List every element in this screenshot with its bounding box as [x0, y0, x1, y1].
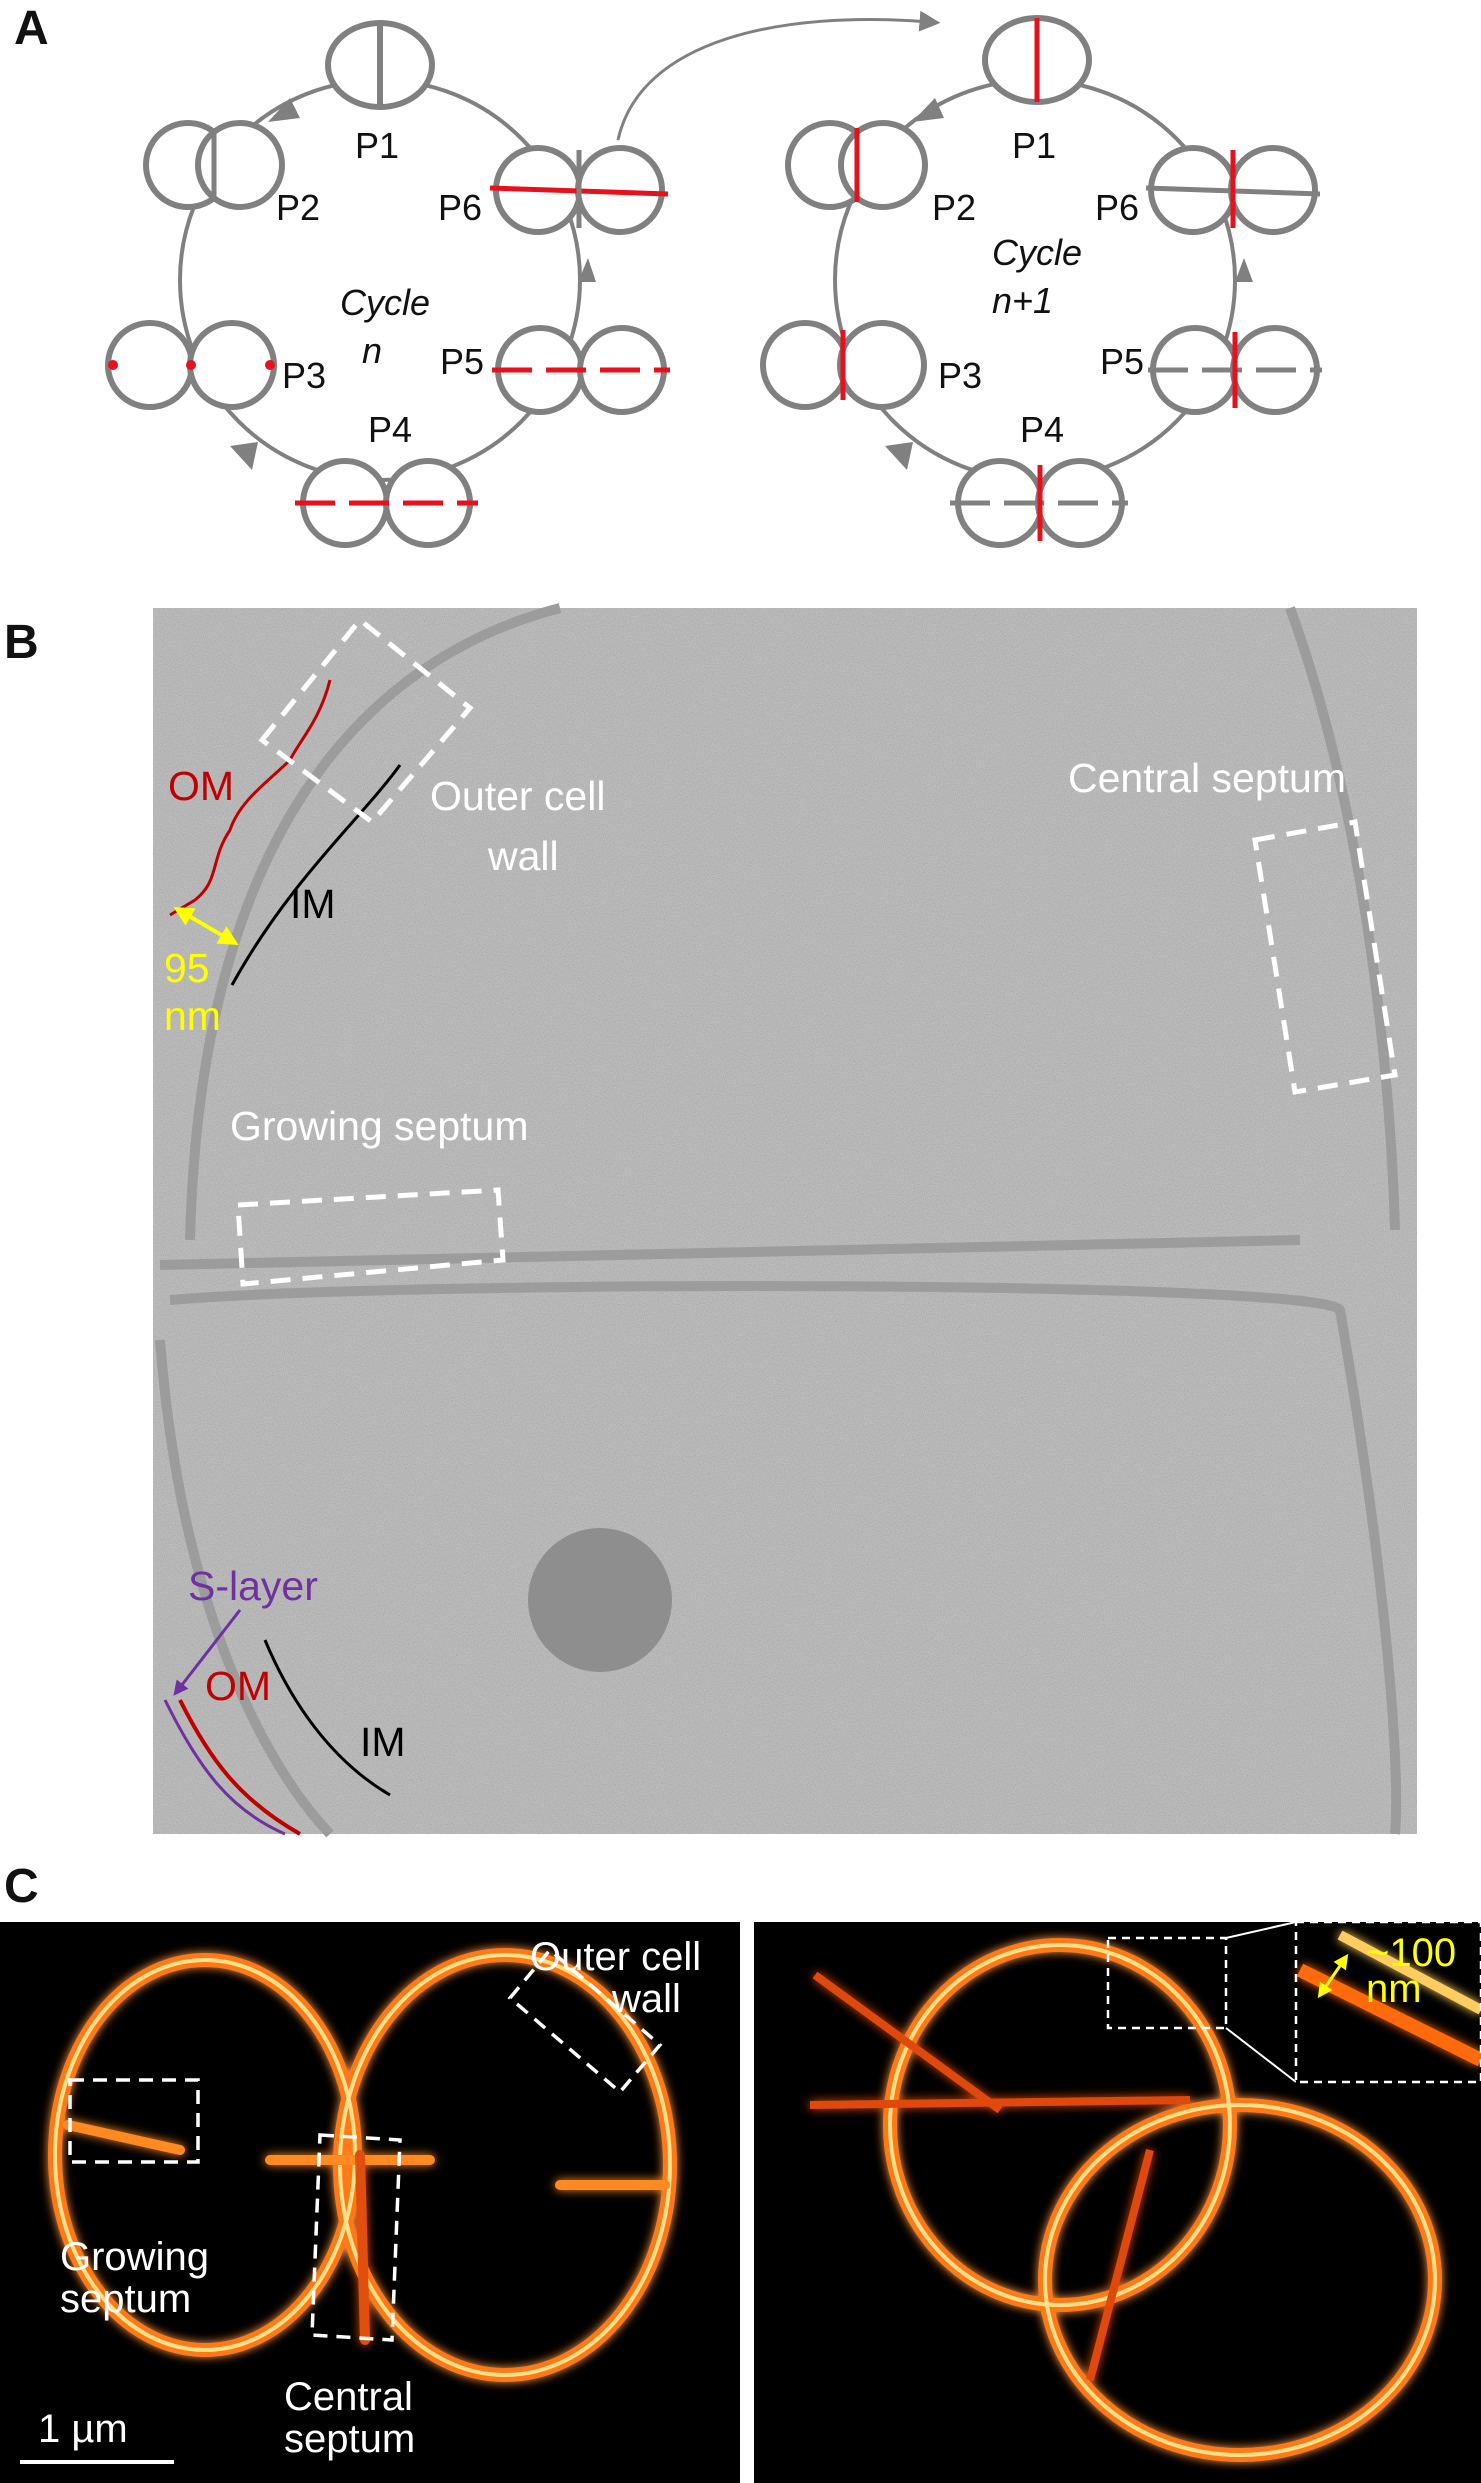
- om-label-top: OM: [168, 763, 234, 809]
- cycle-transition-arrow: [616, 10, 941, 141]
- panel-a: A: [14, 2, 1322, 548]
- growing-septum-label: Growing septum: [230, 1103, 529, 1149]
- dimension-arrow: [173, 906, 239, 946]
- inset-width-label-unit: nm: [1366, 1967, 1422, 2011]
- inset-width-label-value: ~100: [1366, 1931, 1456, 1975]
- em-cell-outlines: [155, 603, 1402, 1838]
- cycle-n-label-2: n: [362, 330, 382, 371]
- om-trace-bottom: [178, 1699, 301, 1836]
- cycle-n1-label-2: n+1: [992, 280, 1053, 321]
- cycle-n-label-1: Cycle: [340, 282, 430, 323]
- s-layer-label: S-layer: [188, 1563, 318, 1609]
- fluor-roi-boxes-left: [68, 1947, 663, 2342]
- outer-cell-wall-label-2: wall: [487, 833, 559, 879]
- roi-growing-septum: [235, 1187, 506, 1287]
- phase-label-p4: P4: [368, 409, 412, 450]
- phase-label-p2-b: P2: [932, 187, 976, 228]
- fluor-outer-cell-wall-label-2: wall: [611, 1977, 681, 2021]
- cycle-n1-division-marks: [840, 18, 1322, 541]
- panel-b: B OM IM 95 nm Outer cell wall: [4, 603, 1417, 1838]
- panel-a-label: A: [14, 2, 49, 55]
- phase-label-p1: P1: [355, 125, 399, 166]
- central-septum-label: Central septum: [1068, 755, 1346, 801]
- phase-label-p3: P3: [282, 355, 326, 396]
- inset-source-box: [1106, 1936, 1228, 2030]
- im-trace-top: [230, 764, 402, 986]
- fluor-central-septum-label-2: septum: [284, 2417, 415, 2461]
- cycle-n1-label-1: Cycle: [992, 232, 1082, 273]
- panel-c: C Outer cell wall Growing septum Central…: [0, 1860, 1481, 2483]
- phase-label-p6-b: P6: [1095, 187, 1139, 228]
- phase-label-p5: P5: [440, 341, 484, 382]
- phase-label-p4-b: P4: [1020, 409, 1064, 450]
- inset-box: [1296, 1922, 1481, 2082]
- phase-label-p6: P6: [438, 187, 482, 228]
- cycle-n1-cells: [760, 15, 1320, 548]
- s-layer-arrow: [173, 1609, 242, 1696]
- dimension-label-value: 95: [164, 945, 210, 991]
- cycle-n-ring-arrows: [230, 98, 596, 470]
- fluor-growing-septum-label-2: septum: [60, 2277, 191, 2321]
- panel-c-label: C: [4, 1860, 39, 1913]
- roi-outer-cell-wall: [258, 616, 474, 826]
- cycle-n-division-marks: [108, 128, 670, 506]
- im-label-top: IM: [290, 881, 336, 927]
- om-trace-top: [169, 679, 332, 917]
- im-trace-bottom: [263, 1639, 391, 1797]
- om-label-bottom: OM: [205, 1663, 271, 1709]
- fluor-inset: ~100 nm: [1106, 1920, 1481, 2084]
- fluor-growing-septum-label-1: Growing: [60, 2235, 209, 2279]
- phase-label-p5-b: P5: [1100, 341, 1144, 382]
- roi-central-septum: [1252, 819, 1398, 1095]
- fluor-cells-right: [809, 1938, 1442, 2462]
- scale-bar-label: 1 µm: [38, 2407, 128, 2451]
- em-granule: [528, 1528, 672, 1672]
- fluor-cells-left: [48, 1948, 677, 2382]
- fluor-central-septum-label-1: Central: [284, 2375, 413, 2419]
- outer-cell-wall-label-1: Outer cell: [430, 773, 605, 819]
- s-layer-trace: [163, 1699, 286, 1836]
- phase-label-p1-b: P1: [1012, 125, 1056, 166]
- im-label-bottom: IM: [360, 1719, 406, 1765]
- phase-label-p2: P2: [276, 187, 320, 228]
- fluor-outer-cell-wall-label-1: Outer cell: [530, 1935, 701, 1979]
- panel-b-label: B: [4, 616, 39, 669]
- em-roi-boxes: [235, 616, 1398, 1287]
- cycle-n1-ring-arrows: [885, 98, 1253, 470]
- phase-label-p3-b: P3: [938, 355, 982, 396]
- dimension-label-unit: nm: [164, 993, 221, 1039]
